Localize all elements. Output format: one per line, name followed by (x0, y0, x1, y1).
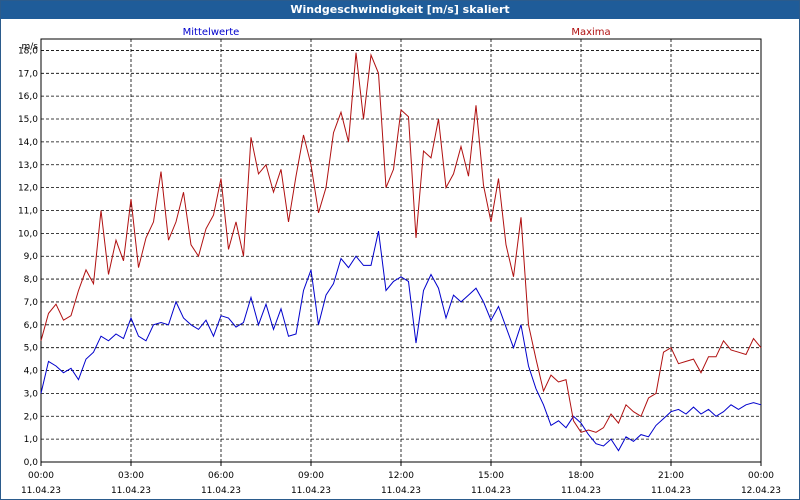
x-tick-time: 18:00 (568, 471, 594, 481)
y-tick-label: 17,0 (18, 69, 38, 79)
x-tick-date: 12.04.23 (741, 486, 781, 496)
axis-labels: 0,0 1,0 2,0 3,0 4,0 5,0 6,0 7,0 8,0 9,0 10,0 11,0 12… (18, 27, 781, 496)
series-line-maxima (40, 52, 762, 433)
x-tick-date: 11.04.23 (201, 486, 241, 496)
x-tick-time: 00:00 (28, 471, 54, 481)
y-tick-label: 2,0 (24, 412, 39, 422)
y-tick-label: 5,0 (24, 344, 39, 354)
axes (40, 38, 762, 466)
y-tick-label: 18,0 (18, 46, 38, 56)
x-tick-date: 11.04.23 (651, 486, 691, 496)
y-tick-label: 10,0 (18, 229, 38, 239)
y-tick-label: 13,0 (18, 161, 38, 171)
series-lines (40, 52, 762, 452)
plot-area-border (40, 38, 762, 463)
x-tick-time: 09:00 (298, 471, 324, 481)
series-line-mittelwerte (40, 230, 762, 452)
x-tick-date: 11.04.23 (381, 486, 421, 496)
x-tick-time: 06:00 (208, 471, 234, 481)
x-tick-date: 11.04.23 (111, 486, 151, 496)
chart-title: Windgeschwindigkeit [m/s] skaliert (1, 1, 799, 19)
y-axis-unit: m/s (22, 42, 39, 52)
y-tick-label: 8,0 (24, 275, 39, 285)
x-tick-time: 00:00 (748, 471, 774, 481)
x-tick-time: 12:00 (388, 471, 414, 481)
y-tick-label: 3,0 (24, 389, 39, 399)
y-tick-label: 9,0 (24, 252, 39, 262)
y-tick-label: 7,0 (24, 298, 39, 308)
y-tick-label: 11,0 (18, 206, 38, 216)
legend-maxima: Maxima (571, 27, 610, 38)
x-tick-date: 11.04.23 (21, 486, 61, 496)
y-tick-label: 1,0 (24, 435, 39, 445)
y-tick-label: 6,0 (24, 321, 39, 331)
x-tick-time: 15:00 (478, 471, 504, 481)
legend-mittelwerte: Mittelwerte (183, 27, 240, 38)
x-tick-date: 11.04.23 (471, 486, 511, 496)
y-tick-label: 14,0 (18, 138, 38, 148)
y-tick-label: 15,0 (18, 115, 38, 125)
x-tick-time: 21:00 (658, 471, 684, 481)
y-tick-label: 12,0 (18, 184, 38, 194)
x-tick-date: 11.04.23 (561, 486, 601, 496)
y-tick-label: 4,0 (24, 367, 39, 377)
y-tick-label: 0,0 (24, 458, 39, 468)
x-tick-time: 03:00 (118, 471, 144, 481)
y-tick-label: 16,0 (18, 92, 38, 102)
grid (41, 39, 761, 463)
x-tick-date: 11.04.23 (291, 486, 331, 496)
